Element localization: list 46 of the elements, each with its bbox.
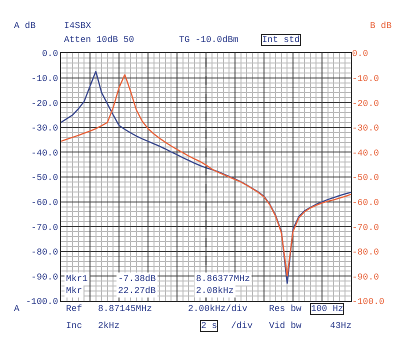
annotation: Mkr [66, 286, 82, 296]
text: I4SBX [64, 21, 92, 31]
y-tick-label: -60.0 [31, 198, 58, 208]
text: /div [231, 321, 254, 331]
text: 2kHz [98, 321, 120, 331]
text: Vid bw [269, 321, 302, 331]
text: 2.00kHz/div [188, 304, 248, 314]
text: Ref [66, 304, 82, 314]
y-tick-label: -100.0 [26, 297, 58, 308]
text: Atten 10dB 50 [64, 35, 134, 45]
y2-tick-label: -90.0 [352, 272, 380, 282]
text: Inc [66, 321, 82, 331]
y-tick-label: -50.0 [31, 173, 58, 184]
y-tick-label: 0.0 [42, 49, 58, 60]
annotation: 22.27dB [118, 286, 156, 296]
y2-tick-label: -50.0 [352, 173, 380, 184]
annotation: Mkr1 [66, 274, 88, 284]
y2-tick-label: -70.0 [352, 222, 380, 233]
y2-tick-label: -20.0 [352, 98, 380, 109]
y2-axis-title: B dB [370, 21, 392, 31]
annotation: 8.86377MHz [196, 274, 250, 284]
y-tick-label: -70.0 [31, 222, 58, 233]
text: TG -10.0dBm [179, 35, 238, 45]
y-tick-label: -30.0 [31, 124, 58, 134]
y2-tick-label: -80.0 [352, 248, 380, 258]
text: 2 s [201, 321, 218, 331]
y-tick-label: -90.0 [31, 272, 58, 282]
text: Int std [262, 35, 300, 45]
text: 43Hz [330, 321, 352, 331]
y-tick-label: -20.0 [31, 98, 58, 109]
y-tick-label: -40.0 [31, 148, 58, 158]
text: Res bw [269, 304, 302, 314]
y2-tick-label: -10.0 [352, 74, 380, 84]
y-tick-label: -80.0 [31, 248, 58, 258]
y2-tick-label: -40.0 [352, 148, 380, 158]
annotation: -7.38dB [118, 274, 156, 284]
y2-tick-label: -60.0 [352, 198, 380, 208]
y2-tick-label: 0.0 [352, 49, 368, 60]
text: 100 Hz [311, 304, 344, 314]
y2-tick-label: -30.0 [352, 124, 380, 134]
y-axis-title: A dB [14, 21, 36, 31]
text: 8.87145MHz [98, 304, 152, 314]
y2-tick-label: -100.0 [352, 297, 384, 308]
y-tick-label: -10.0 [31, 74, 58, 84]
annotation: 2.08kHz [196, 286, 234, 296]
text: A [14, 304, 20, 314]
